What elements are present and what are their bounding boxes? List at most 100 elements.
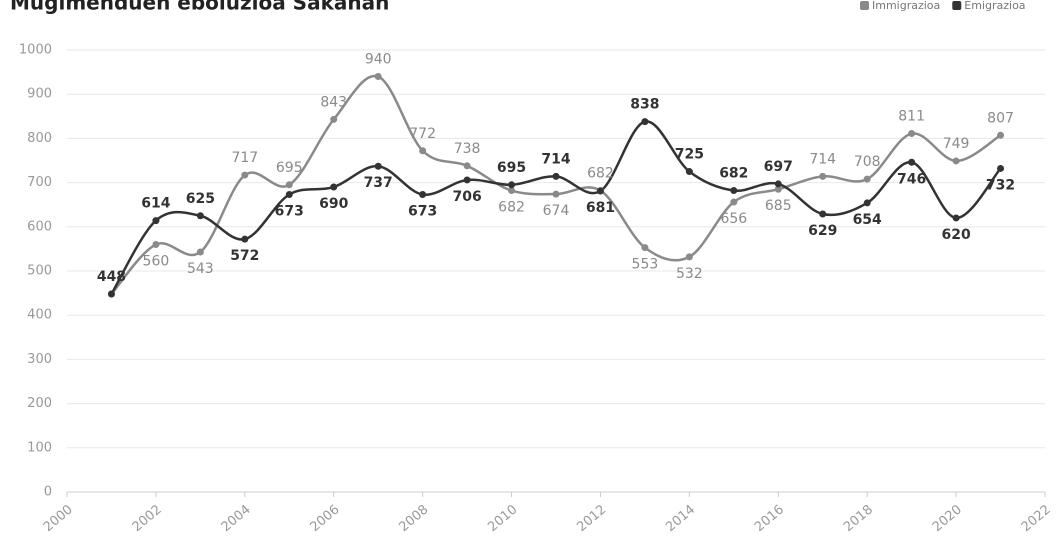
point — [241, 171, 249, 179]
point — [908, 130, 916, 138]
data-label: 714 — [541, 151, 570, 167]
data-label: 690 — [319, 196, 348, 212]
legend-label: Immigrazioa — [872, 0, 940, 12]
point — [730, 198, 738, 206]
point — [908, 158, 916, 166]
point — [330, 115, 338, 123]
x-tick-label: 2020 — [930, 502, 965, 535]
point — [152, 240, 160, 248]
point — [730, 187, 738, 195]
x-tick-label: 2018 — [841, 502, 876, 535]
point — [107, 290, 115, 298]
data-label: 706 — [452, 189, 481, 205]
data-label: 695 — [276, 160, 303, 176]
data-label: 807 — [987, 110, 1014, 126]
y-tick-label: 300 — [27, 352, 52, 367]
point — [952, 214, 960, 222]
legend-label: Emigrazioa — [964, 0, 1025, 12]
x-tick-label: 2016 — [752, 502, 787, 535]
point — [374, 162, 382, 170]
data-label: 673 — [275, 204, 304, 220]
legend-swatch — [952, 1, 962, 10]
data-label: 629 — [808, 223, 837, 239]
data-label: 674 — [543, 203, 570, 219]
data-label: 838 — [630, 97, 659, 113]
point — [641, 244, 649, 252]
y-tick-label: 100 — [27, 440, 52, 455]
point — [819, 210, 827, 218]
data-label: 625 — [186, 191, 215, 207]
data-label: 772 — [409, 126, 436, 142]
data-label: 620 — [941, 227, 970, 243]
data-label: 717 — [231, 150, 258, 166]
data-label: 553 — [632, 257, 659, 273]
point — [196, 248, 204, 256]
data-label: 685 — [765, 198, 792, 214]
x-tick-label: 2004 — [219, 502, 254, 535]
point — [774, 180, 782, 188]
data-label: 732 — [986, 177, 1015, 193]
x-tick-label: 2022 — [1019, 502, 1054, 535]
point — [419, 147, 427, 155]
x-tick-label: 2002 — [130, 502, 165, 535]
point — [952, 157, 960, 165]
data-label: 708 — [854, 154, 881, 170]
point — [685, 168, 693, 176]
data-label: 697 — [764, 159, 793, 175]
data-label: 614 — [141, 196, 170, 212]
point — [685, 253, 693, 261]
data-label: 682 — [587, 166, 614, 182]
point — [774, 185, 782, 193]
x-tick-label: 2010 — [485, 502, 520, 535]
x-tick-label: 2006 — [308, 502, 343, 535]
point — [997, 131, 1005, 139]
data-label: 543 — [187, 261, 214, 277]
point — [819, 172, 827, 180]
point — [419, 191, 427, 199]
point — [641, 118, 649, 126]
data-label: 673 — [408, 204, 437, 220]
data-label: 681 — [586, 200, 615, 216]
data-label: 843 — [320, 94, 347, 110]
data-label: 749 — [943, 136, 970, 152]
x-tick-label: 2014 — [663, 502, 698, 535]
y-tick-label: 500 — [27, 264, 52, 279]
point — [241, 235, 249, 243]
x-tick-label: 2000 — [41, 502, 76, 535]
y-tick-label: 900 — [27, 87, 52, 102]
data-label: 572 — [230, 248, 259, 264]
point — [463, 162, 471, 170]
data-label: 738 — [454, 141, 481, 157]
y-tick-label: 700 — [27, 175, 52, 190]
chart-title: Mugimenduen eboluzioa Sakanan — [10, 0, 389, 15]
data-label: 656 — [720, 211, 747, 227]
y-tick-label: 400 — [27, 308, 52, 323]
data-label: 737 — [364, 175, 393, 191]
x-tick-label: 2008 — [396, 502, 431, 535]
data-label: 695 — [497, 160, 526, 176]
point — [508, 187, 516, 195]
point — [997, 164, 1005, 172]
point — [552, 190, 560, 198]
point — [863, 175, 871, 183]
point — [463, 176, 471, 184]
point — [152, 217, 160, 225]
y-tick-label: 200 — [27, 396, 52, 411]
x-tick-label: 2012 — [574, 502, 609, 535]
data-label: 725 — [675, 147, 704, 163]
y-tick-label: 800 — [27, 131, 52, 146]
y-tick-label: 1000 — [19, 43, 52, 58]
data-label: 940 — [365, 52, 392, 68]
legend-swatch — [860, 1, 869, 10]
data-label: 682 — [498, 200, 525, 216]
data-label: 682 — [719, 166, 748, 182]
data-label: 560 — [143, 253, 170, 269]
data-label: 746 — [897, 171, 926, 187]
data-label: 532 — [676, 266, 703, 282]
data-label: 811 — [898, 109, 925, 125]
point — [374, 73, 382, 81]
point — [196, 212, 204, 220]
data-label: 714 — [809, 151, 836, 167]
point — [330, 183, 338, 191]
